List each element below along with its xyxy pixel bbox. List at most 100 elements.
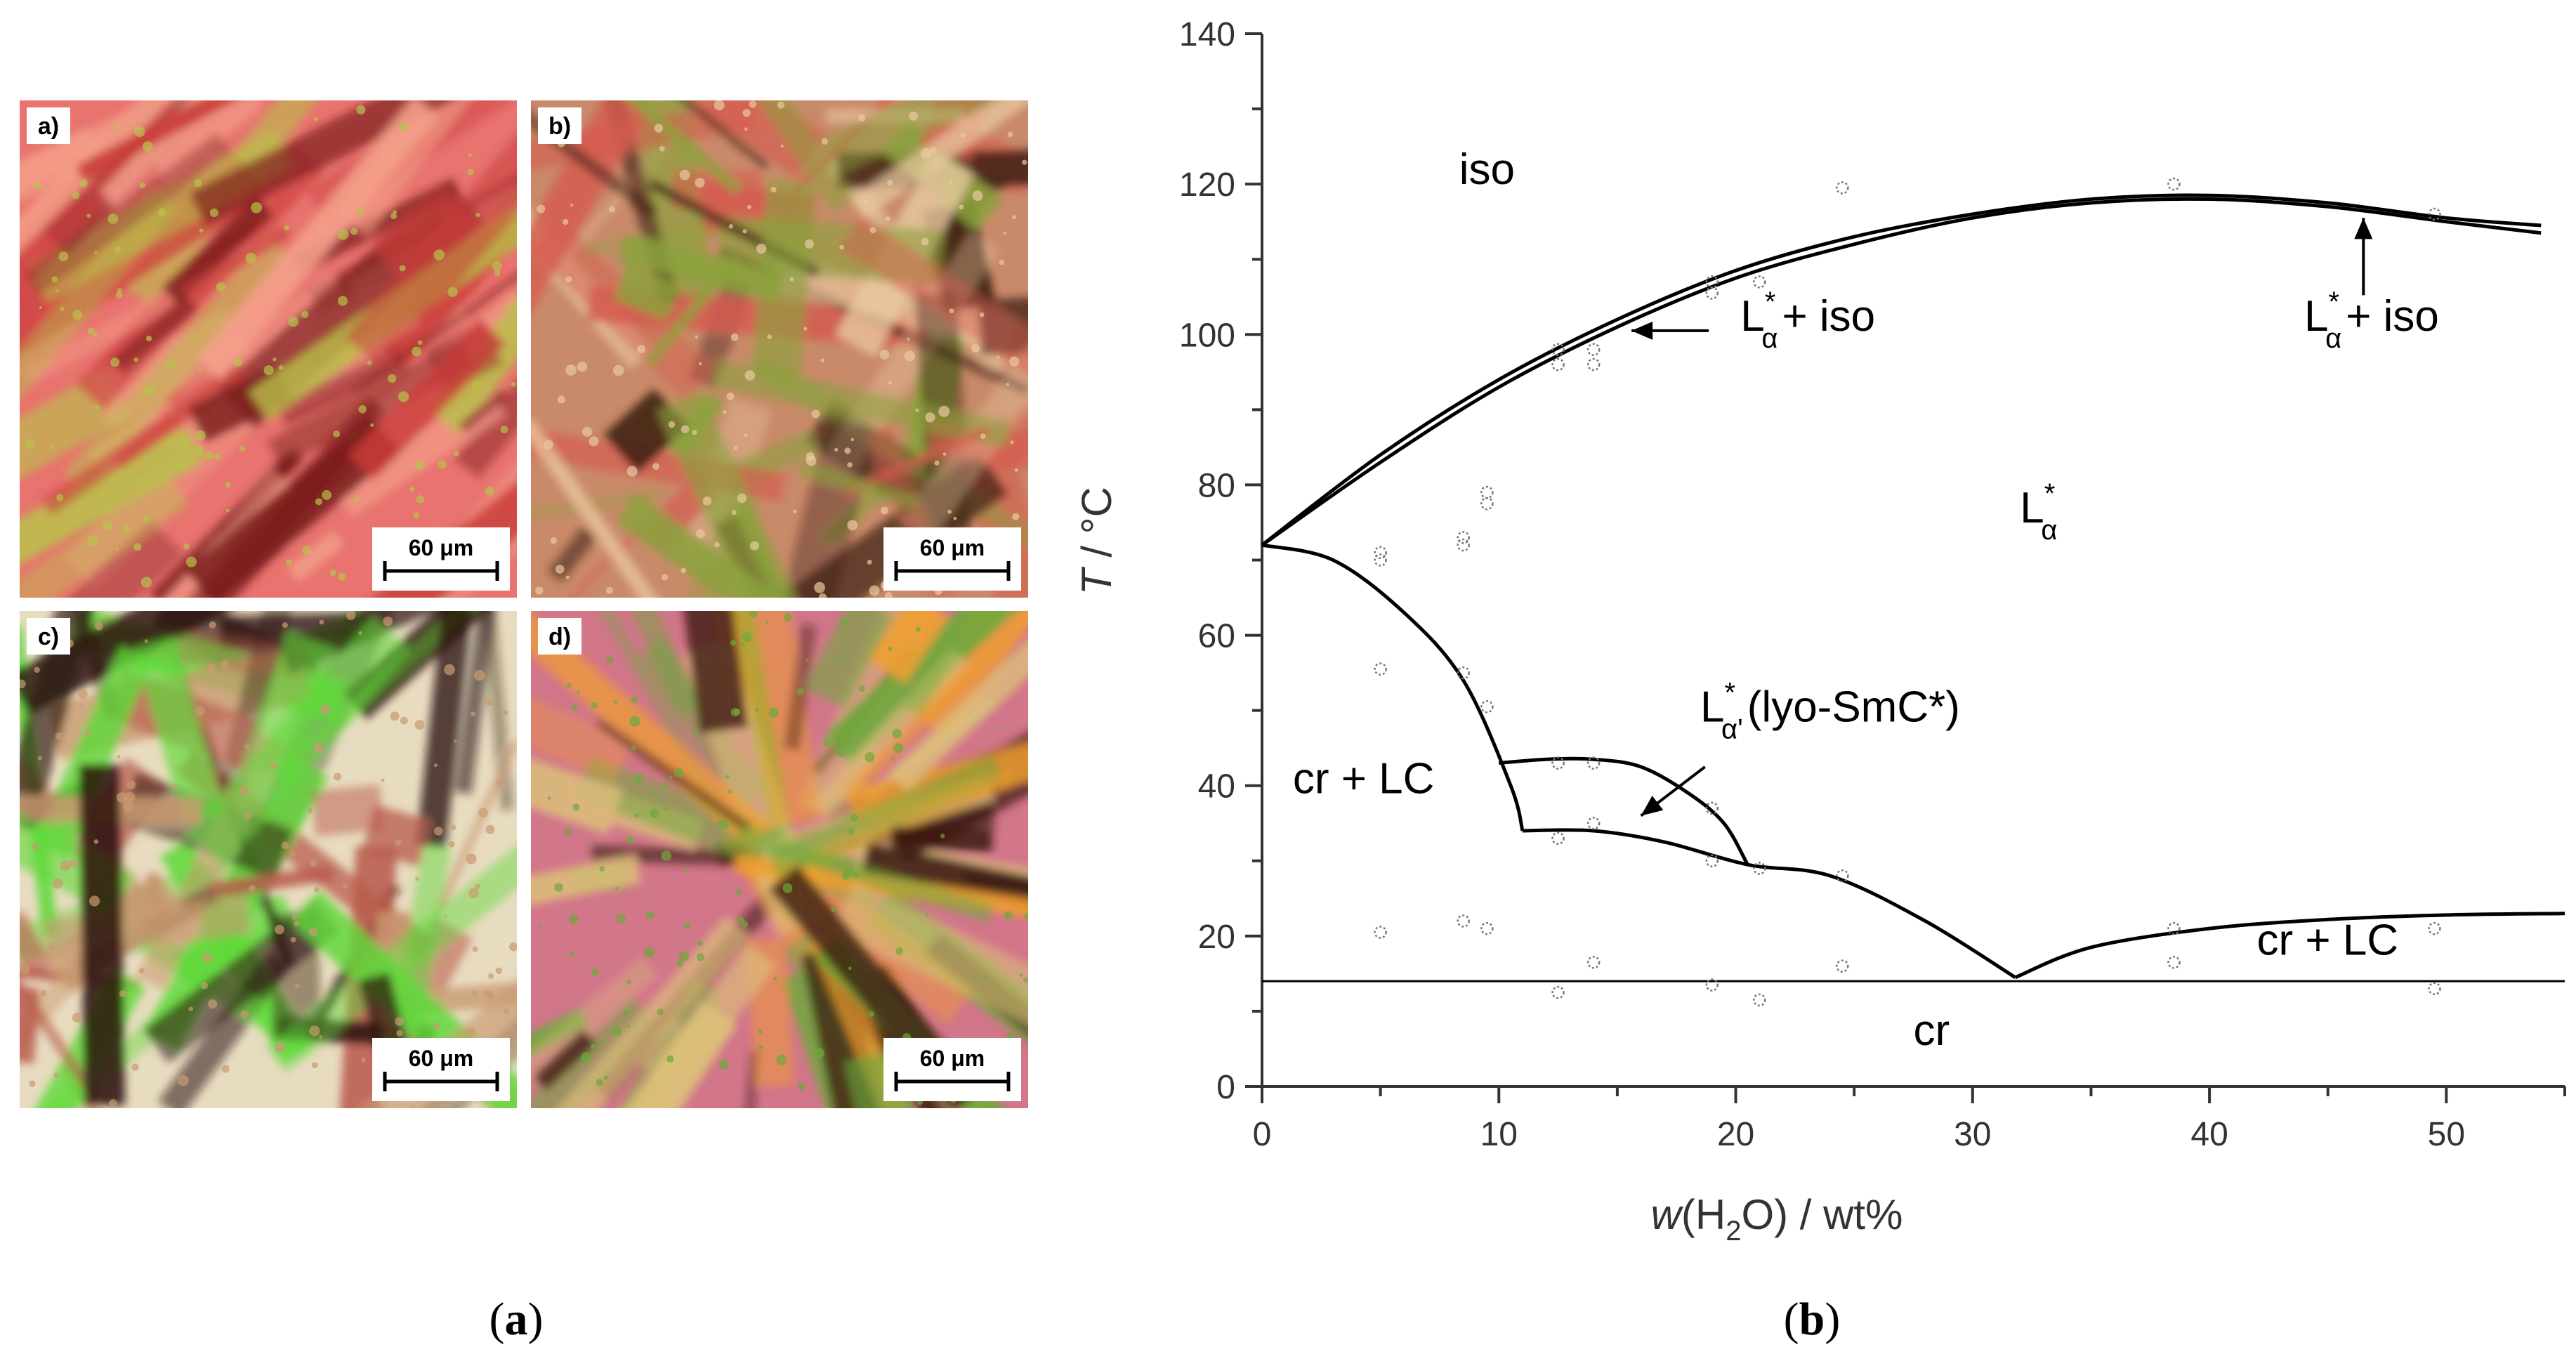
x-tick-label: 50: [2428, 1116, 2465, 1153]
y-tick-label: 60: [1198, 618, 1235, 655]
y-tick-label: 120: [1179, 166, 1235, 204]
data-point: [1753, 275, 1766, 289]
data-point: [1586, 956, 1601, 969]
data-point: [1586, 343, 1601, 356]
phase-labels: iso L* α+ iso L* α+ iso L* α L* α'(lyo-SmC*) cr +…: [1293, 145, 2439, 1055]
data-point: [1480, 700, 1494, 714]
data-point: [1457, 914, 1470, 928]
annotation-arrow: [1640, 765, 1706, 817]
micrograph-label-box: [27, 107, 70, 144]
data-point: [1457, 538, 1470, 552]
y-tick-label: 20: [1198, 919, 1235, 956]
annotation-arrow: [2354, 218, 2373, 296]
y-tick-label: 100: [1179, 317, 1235, 354]
data-point: [2167, 921, 2181, 935]
data-point: [1480, 485, 1494, 499]
y-tick-label: 140: [1179, 16, 1235, 53]
micrograph-label: b): [548, 113, 571, 140]
phase-boundary-line: [1261, 197, 2542, 547]
x-tick-label: 10: [1480, 1116, 1518, 1153]
data-point: [1374, 662, 1387, 676]
data-point: [1551, 985, 1565, 999]
annotation-arrow: [1631, 321, 1709, 340]
data-point: [1551, 357, 1565, 372]
panel-b-caption: (b): [1784, 1294, 1841, 1345]
data-point: [1586, 817, 1601, 830]
phase-label-la-iso-right: L* α+ iso: [2304, 287, 2439, 354]
micrograph-label-box: [27, 618, 70, 655]
micrograph-label: c): [38, 624, 59, 650]
y-tick-label: 40: [1198, 768, 1235, 806]
data-point: [1374, 546, 1387, 560]
micrograph-b: b) 60 μm: [531, 100, 1028, 598]
phase-boundary-line: [1522, 828, 2016, 979]
scale-bar-label: 60 μm: [920, 1046, 985, 1071]
phase-label-la-iso-left: L* α+ iso: [1740, 287, 1875, 354]
data-point: [1753, 993, 1766, 1007]
phase-diagram: 0 10 20 30 40 50 0 20 40 60 80 100 120 140 iso L* α+ i…: [1073, 16, 2566, 1345]
scale-bar-box: [883, 1038, 1021, 1101]
y-axis-label: T / °C: [1073, 487, 1120, 595]
data-points: [1374, 177, 2441, 1007]
data-point: [1586, 357, 1601, 372]
panel-a-caption: (a): [489, 1294, 544, 1345]
phase-label-la-prime: L* α'(lyo-SmC*): [1700, 678, 1960, 745]
scale-bar-label: 60 μm: [409, 1046, 474, 1071]
data-point: [1457, 666, 1470, 680]
phase-label-cr: cr: [1914, 1006, 1950, 1055]
data-point: [1374, 553, 1387, 567]
data-point: [2167, 177, 2181, 191]
data-point: [1551, 832, 1565, 845]
data-point: [1480, 921, 1494, 935]
x-tick-label: 20: [1717, 1116, 1754, 1153]
data-point: [1551, 756, 1565, 770]
scale-bar-box: [372, 1038, 510, 1101]
phase-label-cr-lc-right: cr + LC: [2257, 916, 2399, 965]
micrograph-c: c) 60 μm: [20, 611, 517, 1108]
x-tick-label: 40: [2190, 1116, 2228, 1153]
phase-label-la: L* α: [2020, 478, 2057, 546]
y-axis-ticks: 0 20 40 60 80 100 120 140: [1179, 16, 1262, 1106]
micrograph-label: a): [38, 113, 59, 140]
micrograph-label-box: [538, 618, 581, 655]
data-point: [1705, 978, 1719, 992]
phase-boundary-line: [2014, 912, 2565, 980]
scale-bar-label: 60 μm: [409, 535, 474, 560]
data-point: [1836, 869, 1849, 883]
phase-label-cr-lc-left: cr + LC: [1293, 754, 1435, 803]
annotation-arrows: [1631, 218, 2373, 817]
x-tick-label: 0: [1253, 1116, 1272, 1153]
phase-boundary-line: [1261, 543, 1525, 832]
data-point: [1836, 181, 1849, 195]
x-axis-label: w(H2O) / wt%: [1651, 1191, 1903, 1247]
data-point: [2428, 921, 2441, 935]
scale-bar-box: [372, 527, 510, 591]
phase-label-iso: iso: [1459, 145, 1515, 194]
data-point: [2428, 982, 2441, 996]
data-point: [2167, 956, 2181, 969]
data-point: [1753, 862, 1766, 875]
scale-bar-box: [883, 527, 1021, 591]
data-point: [1586, 756, 1601, 770]
micrograph-d: d) 60 μm: [531, 611, 1028, 1108]
micrograph-label: d): [548, 624, 571, 650]
data-point: [1705, 854, 1719, 868]
data-point: [1374, 926, 1387, 939]
phase-boundary-line: [1261, 193, 2542, 547]
phase-boundary-line: [1499, 756, 1749, 866]
data-point: [1836, 959, 1849, 973]
scale-bar-label: 60 μm: [920, 535, 985, 560]
y-tick-label: 80: [1198, 467, 1235, 504]
data-point: [1705, 801, 1719, 815]
micrograph-a: a) 60 μm: [20, 100, 517, 598]
phase-boundaries: [1261, 193, 2565, 982]
data-point: [1705, 287, 1719, 300]
x-axis-ticks: 0 10 20 30 40 50: [1253, 1086, 2566, 1153]
micrograph-label-box: [538, 107, 581, 144]
data-point: [1457, 531, 1470, 544]
y-tick-label: 0: [1216, 1069, 1235, 1106]
data-point: [2428, 207, 2441, 221]
panel-a: a) 60 μm b) 60 μm c) 60 μm d) 60 μm (a): [20, 100, 1028, 1345]
data-point: [1480, 497, 1494, 511]
